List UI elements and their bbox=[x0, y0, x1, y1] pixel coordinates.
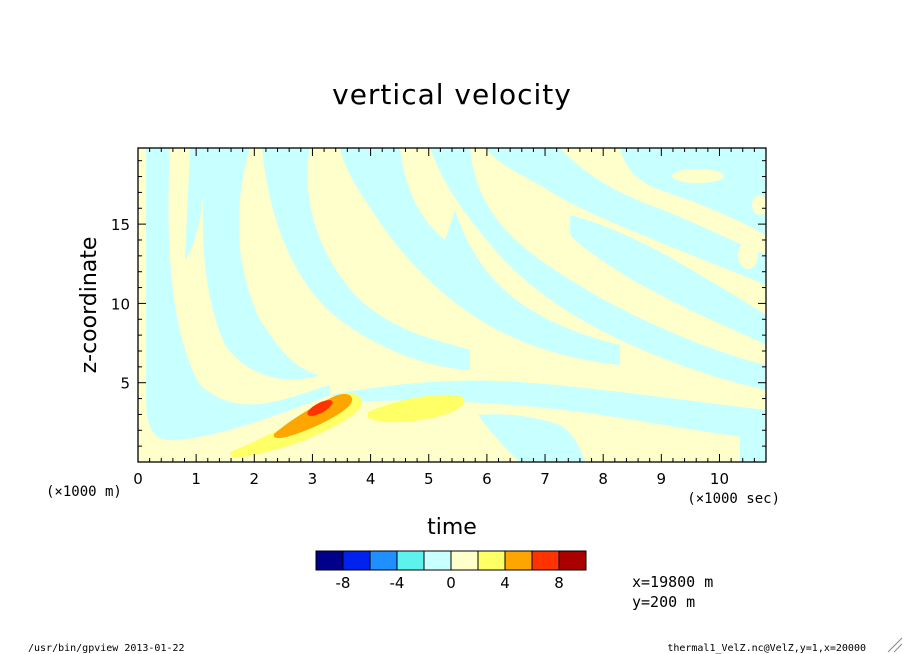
colorbar-swatch bbox=[504, 550, 533, 571]
footer-left: /usr/bin/gpview 2013-01-22 bbox=[28, 643, 185, 654]
y-tick-label: 5 bbox=[120, 375, 130, 393]
y-tick-label: 10 bbox=[111, 295, 130, 313]
colorbar-label: 4 bbox=[500, 574, 510, 592]
colorbar-label: -4 bbox=[390, 574, 405, 592]
colorbar-label: -8 bbox=[336, 574, 351, 592]
y-tick-label: 15 bbox=[111, 216, 130, 234]
colorbar-swatch bbox=[369, 550, 398, 571]
negative-band bbox=[620, 148, 766, 235]
colorbar-swatch bbox=[315, 550, 344, 571]
negative-band bbox=[185, 148, 320, 380]
colorbar-label: 0 bbox=[446, 574, 456, 592]
positive-band-level2 bbox=[368, 394, 465, 423]
negative-band bbox=[262, 148, 470, 370]
negative-band bbox=[740, 428, 766, 462]
colorbar-swatch bbox=[450, 550, 479, 571]
x-axis-title: time bbox=[427, 515, 477, 540]
colorbar: -8 -4 0 4 8 bbox=[315, 550, 587, 592]
x-tick-label: 5 bbox=[424, 470, 434, 488]
colorbar-swatch bbox=[531, 550, 560, 571]
y-axis-title: z-coordinate bbox=[77, 237, 102, 374]
footer-right: thermal1_VelZ.nc@VelZ,y=1,x=20000 bbox=[667, 643, 866, 654]
negative-band bbox=[430, 148, 766, 390]
x-tick-label: 8 bbox=[598, 470, 608, 488]
x-tick-label: 6 bbox=[482, 470, 492, 488]
x-tick-label: 7 bbox=[540, 470, 550, 488]
y-unit-note: (×1000 m) bbox=[46, 484, 122, 500]
annotation-y: y=200 m bbox=[632, 593, 695, 611]
chart-title: vertical velocity bbox=[332, 78, 572, 111]
x-tick-label: 2 bbox=[250, 470, 260, 488]
x-tick-label: 4 bbox=[366, 470, 376, 488]
positive-band-level3 bbox=[273, 394, 353, 439]
x-tick-label: 10 bbox=[710, 470, 729, 488]
colorbar-swatch bbox=[423, 550, 452, 571]
colorbar-label: 8 bbox=[554, 574, 564, 592]
colorbar-swatch bbox=[477, 550, 506, 571]
resize-grip-icon[interactable] bbox=[887, 637, 903, 653]
negative-band bbox=[486, 148, 766, 285]
x-tick-label: 1 bbox=[191, 470, 201, 488]
annotation-x: x=19800 m bbox=[632, 573, 713, 591]
negative-band bbox=[478, 414, 585, 462]
negative-band bbox=[340, 148, 620, 365]
positive-pocket bbox=[752, 195, 766, 215]
x-tick-label: 9 bbox=[657, 470, 667, 488]
x-tick-label: 3 bbox=[308, 470, 318, 488]
x-unit-note: (×1000 sec) bbox=[687, 491, 780, 507]
colorbar-swatch bbox=[558, 550, 587, 571]
axes: 0 1 2 3 4 5 6 7 8 9 10 5 10 15 bbox=[111, 148, 767, 488]
positive-pocket bbox=[672, 169, 724, 183]
colorbar-swatch bbox=[396, 550, 425, 571]
colorbar-swatch bbox=[342, 550, 371, 571]
negative-band bbox=[570, 215, 766, 345]
negative-band bbox=[146, 148, 330, 440]
contour-field bbox=[138, 148, 766, 462]
positive-band-level4 bbox=[307, 400, 333, 416]
positive-pocket bbox=[738, 241, 758, 269]
x-tick-label: 0 bbox=[133, 470, 143, 488]
